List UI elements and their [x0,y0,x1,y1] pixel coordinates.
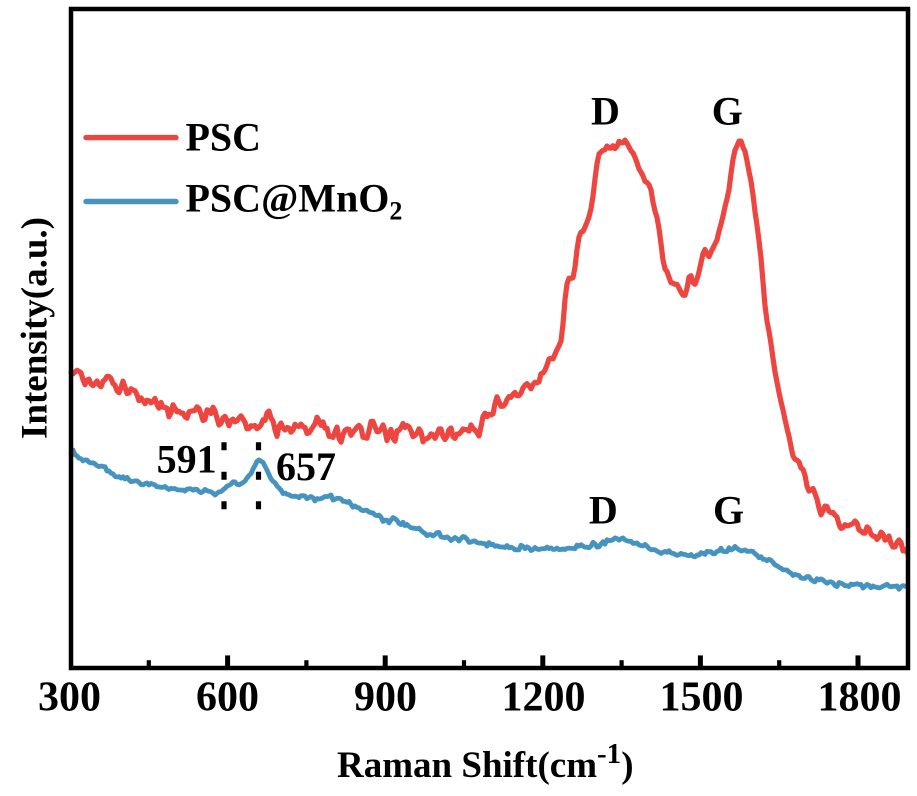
svg-text:1200: 1200 [502,675,586,721]
svg-text:1500: 1500 [660,675,744,721]
svg-text:PSC: PSC [186,115,262,160]
svg-text:600: 600 [196,675,259,721]
svg-text:G: G [712,89,743,134]
svg-text:Intensity(a.u.): Intensity(a.u.) [15,217,56,439]
svg-text:D: D [589,488,618,533]
svg-text:Raman Shift(cm-1): Raman Shift(cm-1) [337,738,634,786]
svg-text:657: 657 [276,444,336,489]
svg-text:D: D [591,89,620,134]
svg-text:300: 300 [38,675,101,721]
svg-text:G: G [713,488,744,533]
svg-text:900: 900 [354,675,417,721]
svg-text:591: 591 [157,437,217,482]
svg-text:1800: 1800 [818,675,902,721]
svg-text:PSC@MnO2: PSC@MnO2 [186,176,403,226]
